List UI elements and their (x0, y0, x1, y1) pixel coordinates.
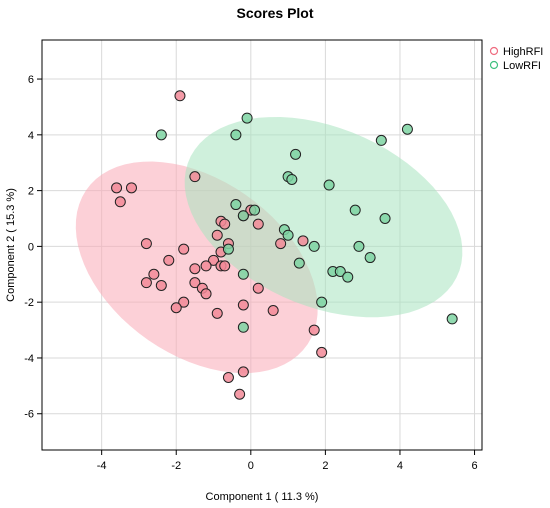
point-highrfi-4 (189, 171, 201, 183)
point-highrfi-1 (111, 182, 123, 194)
legend: HighRFI LowRFI (489, 46, 543, 72)
y-tick-label-4: 2 (28, 186, 34, 198)
point-lowrfi-18 (364, 252, 376, 264)
y-axis-label: Component 2 ( 15.3 %) (5, 188, 17, 302)
point-lowrfi-6 (323, 179, 335, 191)
y-tick-label-2: -2 (24, 297, 34, 309)
point-lowrfi-1 (241, 112, 253, 124)
point-highrfi-0 (174, 90, 186, 102)
point-highrfi-36 (316, 346, 328, 358)
point-highrfi-31 (252, 282, 264, 294)
x-axis-label: Component 1 ( 11.3 %) (206, 491, 319, 503)
point-highrfi-34 (297, 235, 309, 247)
point-lowrfi-21 (342, 271, 354, 283)
point-highrfi-14 (178, 243, 190, 255)
point-highrfi-37 (237, 366, 249, 378)
x-axis-ticks: -4 -2 0 2 4 6 (97, 450, 478, 472)
x-tick-label-5: 6 (471, 460, 477, 472)
point-lowrfi-10 (237, 210, 249, 222)
point-lowrfi-26 (237, 321, 249, 333)
plot-frame (41, 39, 483, 451)
point-lowrfi-27 (446, 313, 458, 325)
point-lowrfi-2 (230, 129, 242, 141)
point-lowrfi-0 (155, 129, 167, 141)
point-lowrfi-24 (237, 268, 249, 280)
y-tick-label-1: -4 (24, 353, 34, 365)
y-tick-label-5: 4 (28, 130, 34, 142)
point-highrfi-23 (155, 279, 167, 291)
point-lowrfi-3 (290, 148, 302, 160)
point-highrfi-39 (234, 388, 246, 400)
point-highrfi-16 (208, 254, 220, 266)
point-highrfi-22 (140, 277, 152, 289)
point-highrfi-9 (252, 218, 264, 230)
point-highrfi-15 (163, 254, 175, 266)
point-highrfi-24 (189, 277, 201, 289)
point-lowrfi-13 (282, 229, 294, 241)
point-highrfi-20 (200, 260, 212, 272)
y-axis-ticks: -6 -4 -2 0 2 4 6 (24, 74, 42, 421)
point-highrfi-30 (237, 299, 249, 311)
point-lowrfi-16 (379, 213, 391, 225)
point-highrfi-27 (178, 296, 190, 308)
point-highrfi-26 (200, 288, 212, 300)
point-highrfi-2 (125, 182, 137, 194)
ellipse-lowrfi (184, 117, 463, 318)
point-highrfi-13 (140, 238, 152, 250)
point-lowrfi-17 (353, 240, 365, 252)
score-points (111, 90, 458, 400)
legend-label-highrfi: HighRFI (503, 46, 543, 58)
point-lowrfi-25 (316, 296, 328, 308)
point-highrfi-29 (211, 307, 223, 319)
point-highrfi-21 (148, 268, 160, 280)
legend-marker-lowrfi (489, 60, 499, 70)
legend-marker-highrfi (489, 46, 499, 56)
x-tick-label-0: -4 (97, 460, 107, 472)
point-highrfi-19 (219, 260, 231, 272)
x-tick-label-4: 4 (397, 460, 403, 472)
point-lowrfi-11 (249, 204, 261, 216)
point-highrfi-28 (170, 302, 182, 314)
point-highrfi-3 (114, 196, 126, 208)
point-highrfi-6 (219, 218, 231, 230)
x-tick-label-1: -2 (171, 460, 181, 472)
confidence-ellipses (75, 117, 463, 374)
point-highrfi-35 (308, 324, 320, 336)
y-tick-label-6: 6 (28, 74, 34, 86)
point-lowrfi-15 (349, 204, 361, 216)
point-lowrfi-14 (308, 240, 320, 252)
point-lowrfi-20 (334, 265, 346, 277)
point-highrfi-10 (211, 229, 223, 241)
chart-title: Scores Plot (236, 5, 313, 21)
y-tick-label-3: 0 (28, 241, 34, 253)
x-tick-label-2: 0 (248, 460, 254, 472)
point-lowrfi-23 (222, 243, 234, 255)
point-highrfi-38 (222, 371, 234, 383)
point-lowrfi-8 (401, 123, 413, 135)
point-highrfi-33 (275, 238, 287, 250)
y-tick-label-0: -6 (24, 409, 34, 421)
point-lowrfi-7 (375, 134, 387, 146)
point-lowrfi-9 (230, 199, 242, 211)
point-highrfi-32 (267, 305, 279, 317)
x-tick-label-3: 2 (322, 460, 328, 472)
point-highrfi-18 (189, 263, 201, 275)
legend-label-lowrfi: LowRFI (503, 60, 541, 72)
point-lowrfi-22 (293, 257, 305, 269)
point-lowrfi-5 (286, 173, 298, 185)
